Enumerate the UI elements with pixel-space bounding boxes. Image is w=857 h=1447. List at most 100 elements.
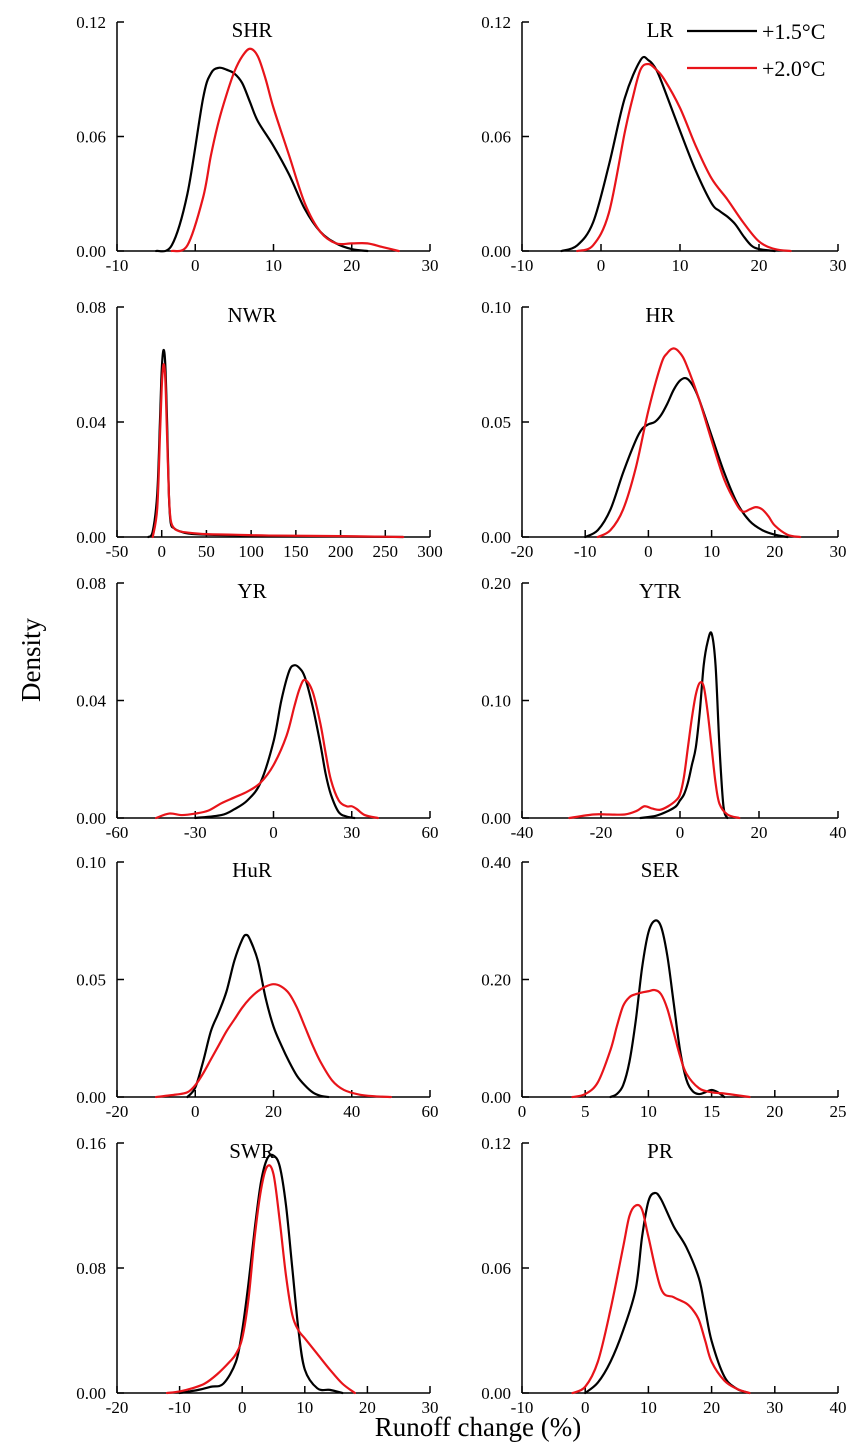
- x-tick-label: 0: [191, 1102, 200, 1121]
- y-tick-label: 0.00: [481, 528, 511, 547]
- density-curve-20C-yr: [155, 678, 379, 820]
- y-tick-label: 0.08: [76, 574, 106, 593]
- x-tick-label: 10: [672, 256, 689, 275]
- y-tick-label: 0.12: [481, 1134, 511, 1153]
- y-tick-label: 0.00: [481, 1384, 511, 1403]
- x-tick-label: 10: [265, 256, 282, 275]
- x-tick-label: 60: [422, 823, 439, 842]
- density-curve-20C-hur: [155, 983, 392, 1099]
- x-tick-label: -20: [511, 542, 534, 561]
- y-tick-label: 0.06: [481, 128, 511, 147]
- panel-lr: 0.00 0.06 0.12 -10 0 10 20 30 LR: [481, 13, 846, 275]
- y-tick-label: 0.04: [76, 692, 106, 711]
- panel-yr: 0.00 0.04 0.08 -60 -30 0 30 60 YR: [76, 574, 438, 842]
- y-tick-label: 0.00: [76, 1088, 106, 1107]
- x-tick-label: 300: [417, 542, 443, 561]
- y-tick-label: 0.20: [481, 574, 511, 593]
- y-tick-label: 0.00: [76, 242, 106, 261]
- panel-title: SHR: [232, 18, 273, 42]
- panel-shr: 0.00 0.06 0.12 -10 0 10 20 30 SHR: [76, 13, 438, 275]
- x-tick-label: 10: [296, 1398, 313, 1417]
- x-tick-label: 10: [640, 1398, 657, 1417]
- density-curve-15C-ytr: [639, 631, 729, 820]
- y-tick-label: 0.16: [76, 1134, 106, 1153]
- x-tick-label: 0: [238, 1398, 247, 1417]
- panel-title: HuR: [232, 858, 272, 882]
- panel-title: LR: [647, 18, 674, 42]
- x-tick-label: 40: [343, 1102, 360, 1121]
- x-tick-label: 150: [283, 542, 309, 561]
- y-tick-label: 0.00: [481, 242, 511, 261]
- y-tick-label: 0.06: [76, 128, 106, 147]
- density-curve-20C-hr: [596, 347, 802, 539]
- panel-title: SER: [641, 858, 680, 882]
- y-tick-label: 0.00: [76, 1384, 106, 1403]
- x-tick-label: 0: [581, 1398, 590, 1417]
- y-tick-label: 0.05: [481, 413, 511, 432]
- density-curve-20C-pr: [571, 1203, 751, 1395]
- density-curve-15C-shr: [155, 66, 369, 253]
- x-tick-label: 200: [328, 542, 354, 561]
- x-tick-label: 5: [581, 1102, 590, 1121]
- legend: +1.5°C +2.0°C: [687, 19, 825, 81]
- x-tick-label: -10: [511, 1398, 534, 1417]
- x-tick-label: 10: [640, 1102, 657, 1121]
- panel-title: YTR: [639, 579, 681, 603]
- panel-hur: 0.00 0.05 0.10 -20 0 20 40 60 HuR: [76, 853, 438, 1121]
- x-tick-label: 20: [766, 1102, 783, 1121]
- density-curve-15C-ser: [609, 919, 726, 1099]
- x-tick-label: 20: [265, 1102, 282, 1121]
- y-tick-label: 0.00: [481, 809, 511, 828]
- panel-title: NWR: [228, 303, 277, 327]
- x-tick-label: 0: [644, 542, 653, 561]
- x-tick-label: 60: [422, 1102, 439, 1121]
- x-tick-label: 20: [359, 1398, 376, 1417]
- x-tick-label: 20: [703, 1398, 720, 1417]
- x-tick-label: 30: [422, 256, 439, 275]
- density-curve-15C-hur: [186, 933, 330, 1099]
- density-curve-15C-yr: [194, 664, 356, 820]
- x-tick-label: 20: [766, 542, 783, 561]
- y-tick-label: 0.06: [481, 1259, 511, 1278]
- density-curve-20C-swr: [165, 1164, 356, 1395]
- density-curve-20C-ytr: [568, 681, 741, 820]
- x-tick-label: -20: [106, 1102, 129, 1121]
- legend-label-15: +1.5°C: [762, 19, 825, 44]
- panel-title: HR: [645, 303, 674, 327]
- x-tick-label: 30: [343, 823, 360, 842]
- x-tick-label: -20: [590, 823, 613, 842]
- x-tick-label: 30: [830, 542, 847, 561]
- y-tick-label: 0.04: [76, 413, 106, 432]
- panel-title: PR: [647, 1139, 673, 1163]
- x-tick-label: 40: [830, 823, 847, 842]
- x-tick-label: -40: [511, 823, 534, 842]
- panel-title: YR: [237, 579, 266, 603]
- x-tick-label: -10: [574, 542, 597, 561]
- x-tick-label: 0: [518, 1102, 527, 1121]
- density-curve-15C-swr: [178, 1153, 344, 1395]
- y-tick-label: 0.10: [76, 853, 106, 872]
- panel-ser: 0.00 0.20 0.40 0 5 10 15 20 25 SER: [481, 853, 846, 1121]
- y-tick-label: 0.00: [76, 809, 106, 828]
- y-tick-label: 0.00: [76, 528, 106, 547]
- legend-label-20: +2.0°C: [762, 56, 825, 81]
- x-tick-label: 30: [830, 256, 847, 275]
- x-tick-label: -20: [106, 1398, 129, 1417]
- x-tick-label: 50: [198, 542, 215, 561]
- x-tick-label: 40: [830, 1398, 847, 1417]
- x-tick-label: 100: [238, 542, 264, 561]
- density-curve-20C-shr: [170, 47, 400, 253]
- x-axis-title: Runoff change (%): [375, 1412, 581, 1442]
- density-curve-15C-lr: [560, 55, 776, 253]
- x-tick-label: 10: [703, 542, 720, 561]
- y-tick-label: 0.00: [481, 1088, 511, 1107]
- x-tick-label: 30: [766, 1398, 783, 1417]
- y-tick-label: 0.12: [481, 13, 511, 32]
- y-tick-label: 0.05: [76, 971, 106, 990]
- y-tick-label: 0.12: [76, 13, 106, 32]
- y-tick-label: 0.08: [76, 298, 106, 317]
- y-tick-label: 0.10: [481, 298, 511, 317]
- x-tick-label: 0: [191, 256, 200, 275]
- x-tick-label: 15: [703, 1102, 720, 1121]
